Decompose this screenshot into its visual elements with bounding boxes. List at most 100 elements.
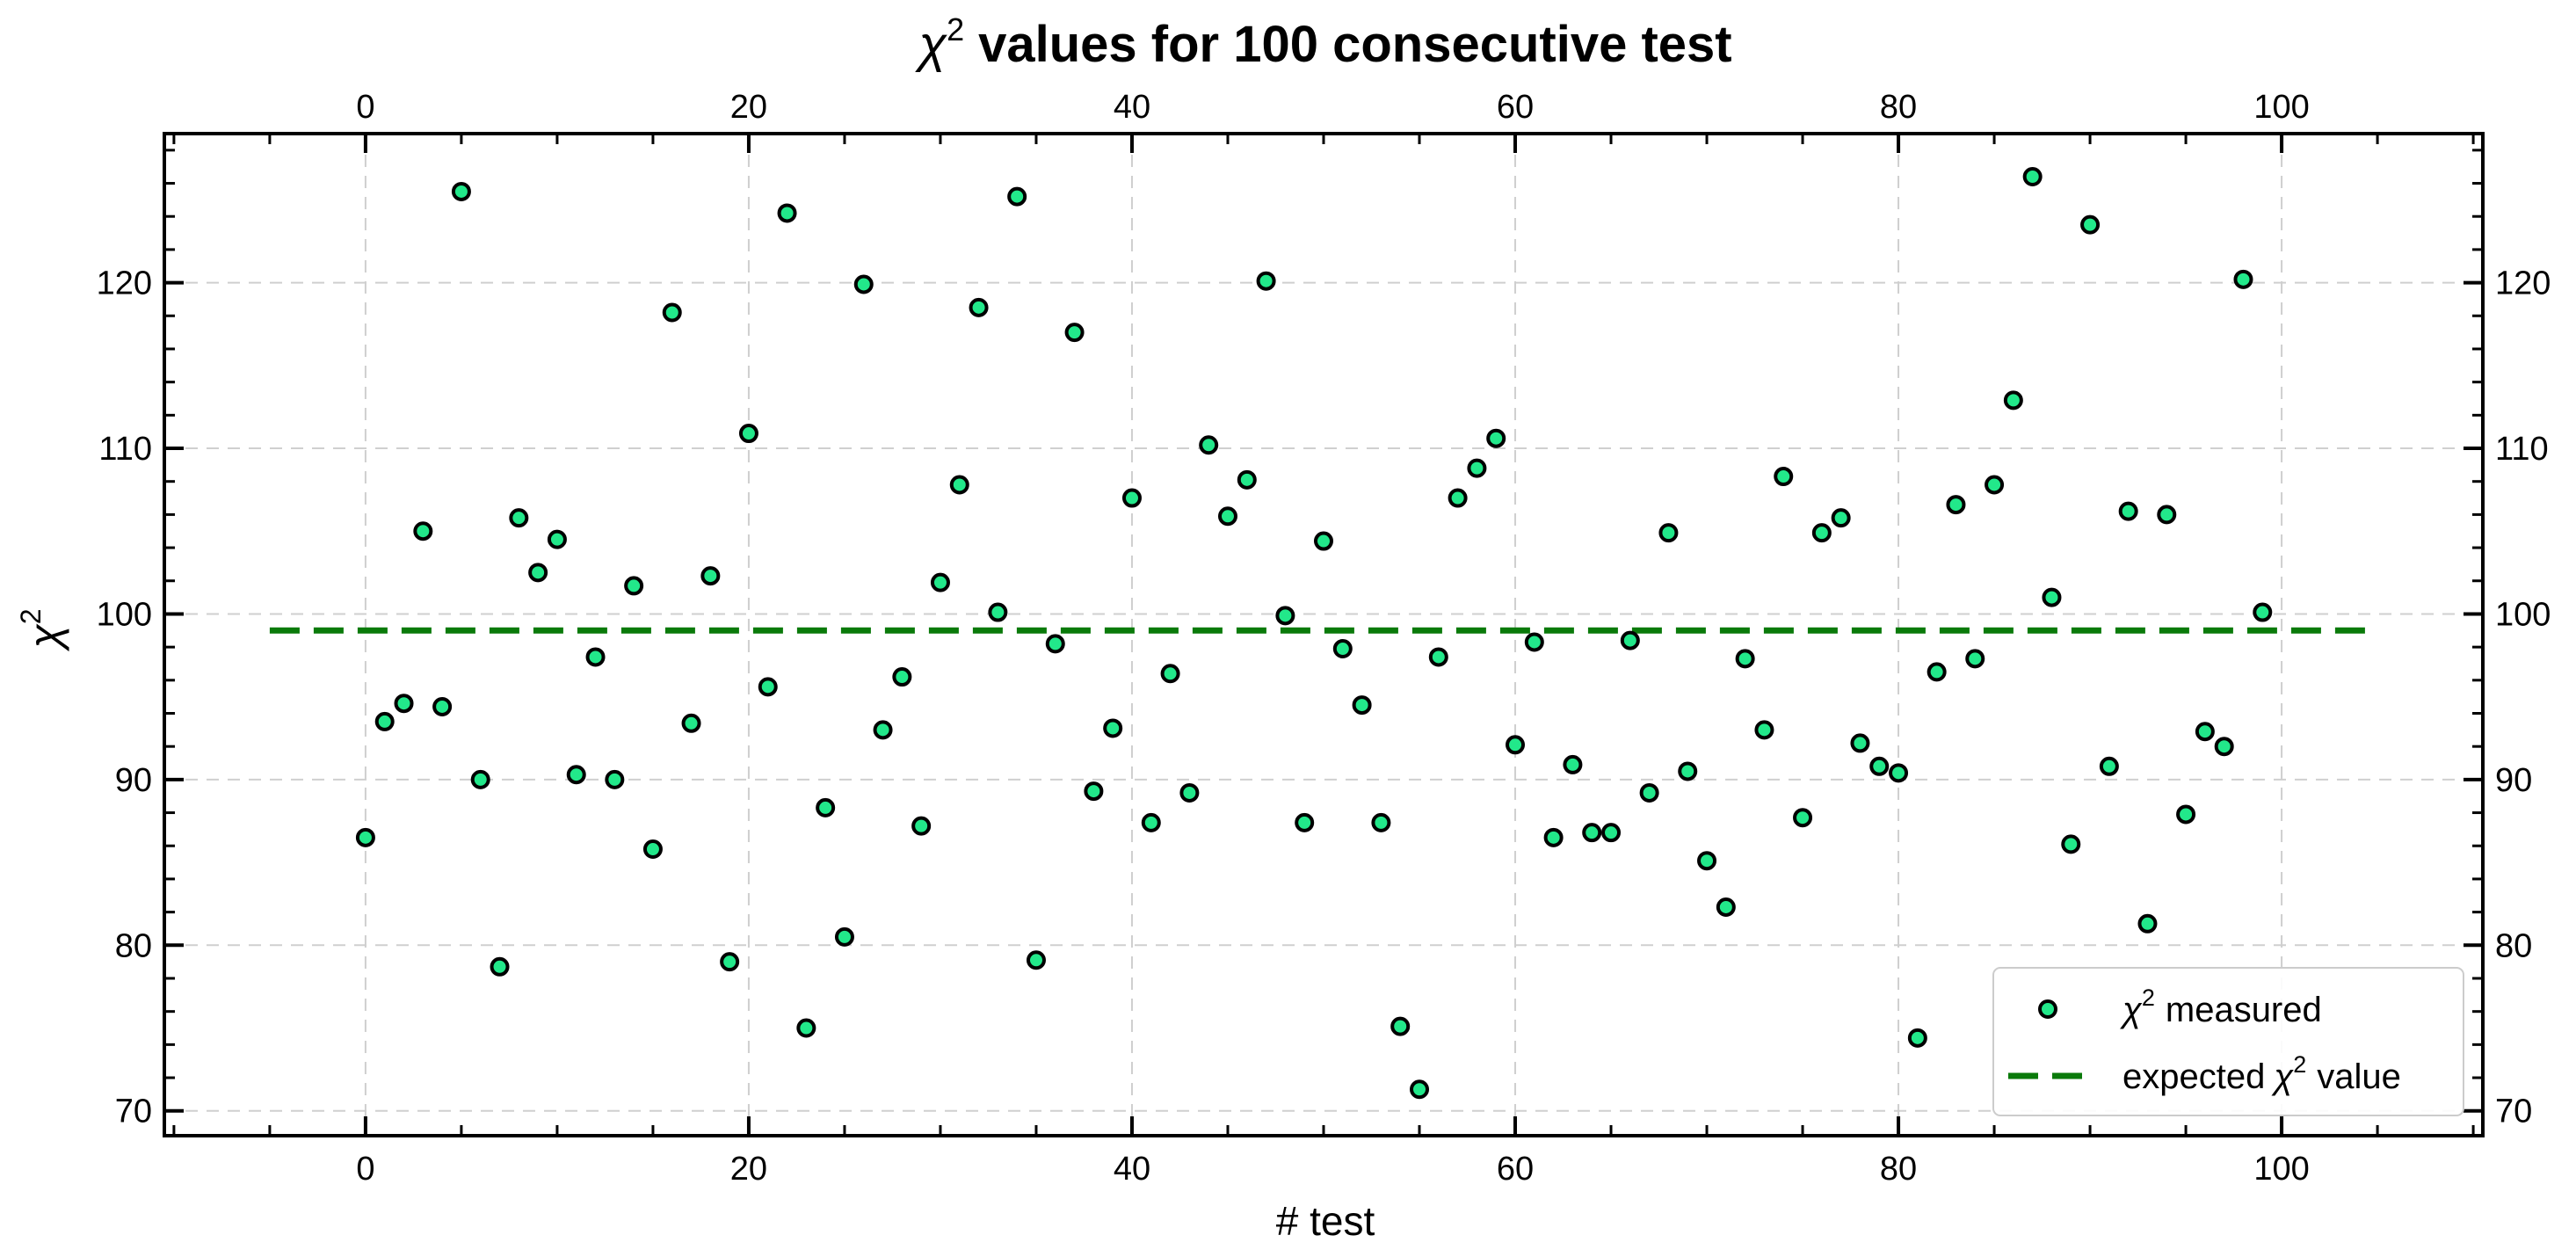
legend-box [1992,967,2464,1116]
data-point-12 [585,647,606,667]
data-point-71 [1716,897,1736,917]
data-point-42 [1160,664,1180,684]
data-point-85 [1985,475,2005,495]
data-point-87 [2022,166,2043,186]
data-point-52 [1352,695,1372,716]
data-point-79 [1869,756,1890,776]
data-point-57 [1448,488,1468,508]
data-point-64 [1582,823,1602,843]
data-point-66 [1620,630,1640,650]
y-tick-label-right-90: 90 [2495,762,2532,799]
data-point-58 [1467,458,1487,478]
data-point-11 [566,765,586,785]
data-point-9 [528,563,548,583]
data-point-48 [1275,606,1295,626]
data-point-23 [796,1018,816,1038]
data-point-18 [700,566,721,586]
data-point-77 [1831,508,1851,528]
legend-chi-symbol-expected: χ [2271,1057,2294,1096]
y-tick-label-left-70: 70 [115,1094,152,1130]
x-tick-label-top-40: 40 [1114,89,1150,126]
data-point-20 [738,424,758,444]
data-point-21 [758,677,778,697]
data-point-43 [1179,782,1200,803]
y-axis-label: χ2 [15,608,69,651]
data-point-93 [2137,913,2158,934]
data-point-2 [394,694,414,714]
x-tick-label-bottom-60: 60 [1497,1151,1534,1188]
data-point-14 [624,576,644,596]
x-tick-label-top-100: 100 [2253,89,2309,126]
y-tick-label-right-120: 120 [2495,265,2551,302]
data-point-70 [1697,851,1717,871]
title-text: values for 100 consecutive test [978,16,1732,73]
data-point-16 [662,302,682,323]
legend-chi-symbol-measured: χ [2120,991,2143,1029]
data-point-44 [1199,435,1219,455]
axis-ticks: 0 0 20 20 40 40 60 60 80 80 100 100 70 70 80 80 90 90 100 1… [97,89,2551,1188]
data-point-40 [1121,488,1142,508]
legend-superscript-measured: 2 [2142,985,2155,1011]
legend-suffix-expected: value [2317,1057,2401,1096]
legend: χ2 measured expected χ2 value [1992,967,2464,1116]
data-point-28 [892,667,912,687]
data-point-75 [1793,808,1813,828]
data-point-45 [1217,506,1237,527]
data-point-3 [413,521,433,541]
title-chi-symbol: χ [914,16,947,73]
data-point-54 [1390,1016,1411,1036]
data-point-38 [1084,781,1104,802]
data-point-51 [1332,639,1353,659]
data-point-34 [1007,186,1027,207]
y-axis-chi-symbol: χ [20,624,69,652]
title-superscript: 2 [947,11,964,47]
data-point-47 [1256,271,1276,291]
data-point-86 [2003,390,2023,411]
legend-prefix-expected: expected [2122,1057,2265,1096]
data-point-37 [1064,323,1085,343]
data-point-88 [2042,587,2062,607]
data-point-29 [911,816,932,836]
data-point-19 [720,952,740,972]
y-tick-label-left-80: 80 [115,927,152,964]
data-point-6 [470,769,490,789]
data-point-89 [2061,834,2081,854]
x-tick-label-top-0: 0 [356,89,374,126]
y-tick-label-left-100: 100 [97,596,152,633]
data-point-81 [1907,1028,1927,1048]
data-point-56 [1428,647,1448,667]
y-tick-label-right-100: 100 [2495,596,2551,633]
data-point-41 [1141,812,1161,832]
x-tick-label-bottom-80: 80 [1880,1151,1917,1188]
data-point-10 [547,529,567,549]
data-point-27 [873,720,893,740]
data-point-72 [1735,649,1755,669]
data-point-96 [2195,722,2215,742]
data-point-68 [1658,523,1679,543]
data-point-74 [1774,467,1794,487]
data-point-80 [1889,763,1909,783]
data-point-91 [2099,756,2119,776]
data-point-17 [681,713,701,733]
data-point-31 [949,475,969,495]
x-tick-label-bottom-20: 20 [730,1151,767,1188]
data-point-90 [2080,214,2101,235]
y-tick-label-left-90: 90 [115,762,152,799]
data-point-63 [1563,754,1583,774]
data-point-8 [509,508,529,528]
data-point-49 [1295,812,1315,832]
data-point-7 [490,956,510,977]
data-point-92 [2118,501,2138,521]
data-point-94 [2157,505,2177,525]
data-point-39 [1103,718,1123,738]
data-point-33 [988,602,1008,622]
data-point-25 [834,926,854,947]
data-point-60 [1506,735,1526,755]
data-point-84 [1965,649,1985,669]
data-point-22 [777,203,797,223]
x-tick-label-top-80: 80 [1880,89,1917,126]
legend-label-measured: χ2 measured [2120,985,2322,1029]
x-tick-label-bottom-0: 0 [356,1151,374,1188]
data-point-59 [1486,428,1506,448]
plot-frame [163,132,2485,1137]
